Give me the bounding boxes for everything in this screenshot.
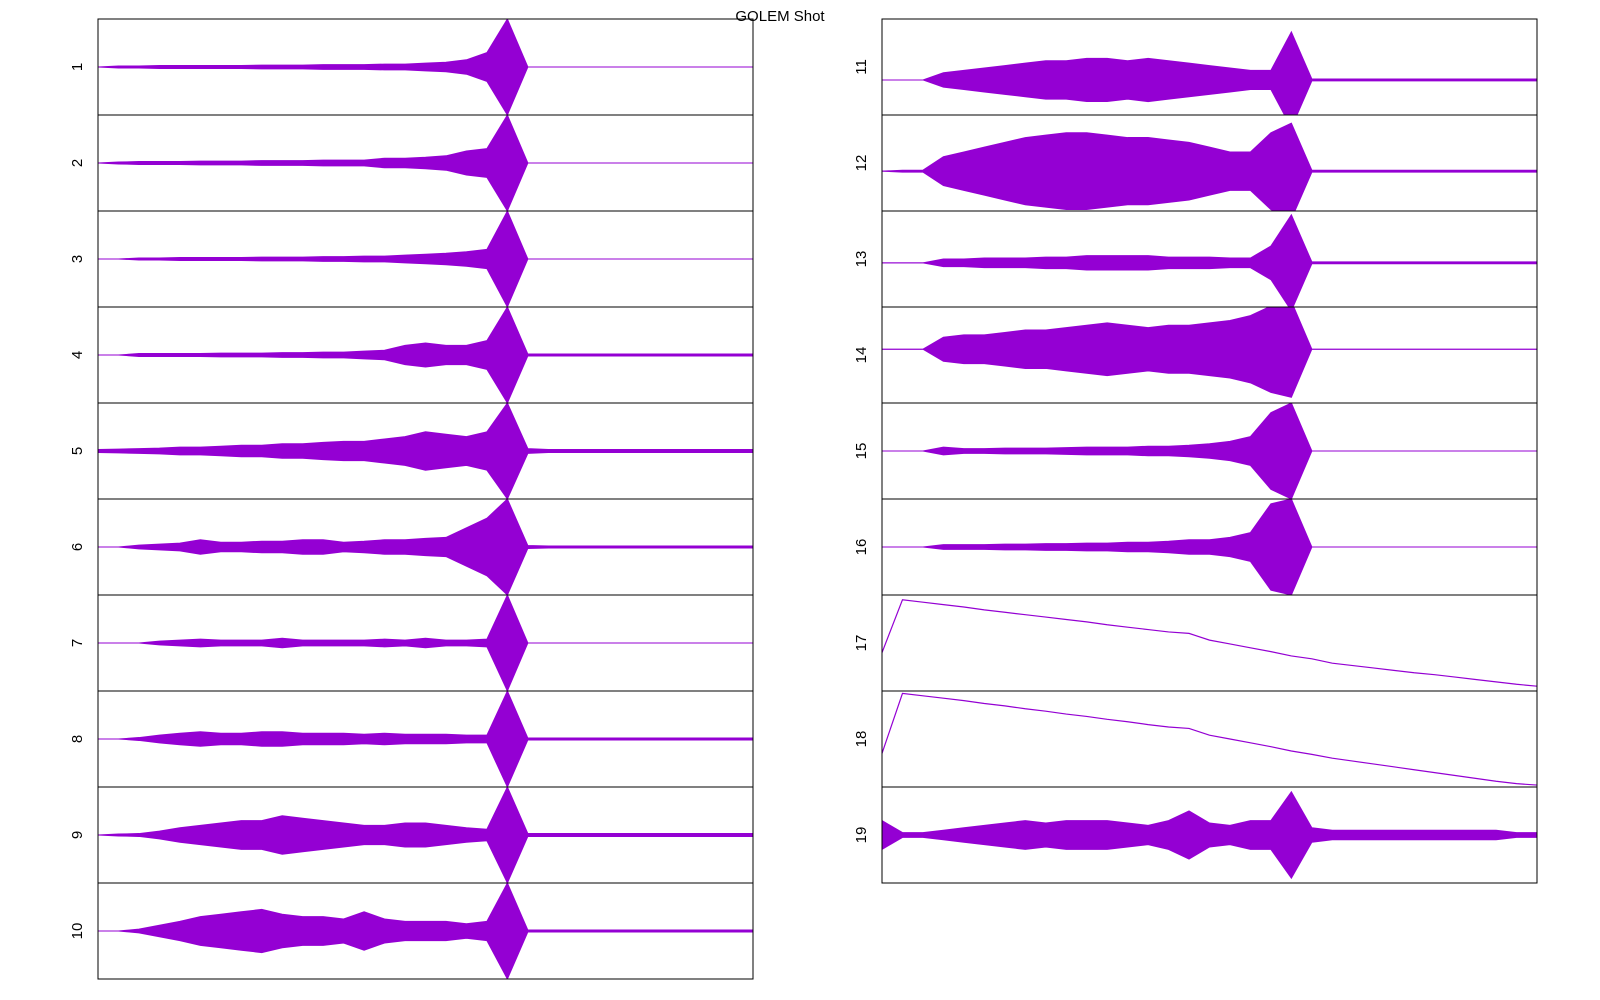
panel-plot	[882, 790, 1537, 880]
panel-plot	[98, 307, 753, 403]
panel-label: 14	[853, 347, 870, 364]
panel-plot	[882, 307, 1537, 398]
signal-envelope	[882, 403, 1537, 499]
panel-label: 2	[69, 159, 86, 167]
panel-label: 16	[853, 539, 870, 556]
panel-plot	[882, 692, 1537, 786]
signal-envelope	[98, 787, 753, 883]
signal-line	[882, 692, 1537, 786]
panel-plot	[882, 599, 1537, 687]
panel-frame	[97, 882, 754, 980]
panel-label: 9	[69, 831, 86, 839]
panel-plot	[98, 787, 753, 883]
signal-envelope	[98, 883, 753, 979]
panel-plot	[98, 403, 753, 499]
panel-plot	[882, 30, 1537, 115]
signal-envelope	[882, 790, 1537, 880]
panel-label: 5	[69, 447, 86, 455]
panel-label: 18	[853, 731, 870, 748]
panel-frame	[881, 786, 1538, 884]
panel-label: 3	[69, 255, 86, 263]
signal-envelope	[882, 499, 1537, 595]
signal-line	[882, 599, 1537, 687]
panel-label: 6	[69, 543, 86, 551]
panel-label: 15	[853, 443, 870, 460]
panel-label: 13	[853, 251, 870, 268]
panel-plot	[98, 115, 753, 211]
signal-envelope	[882, 30, 1537, 115]
signal-envelope	[98, 403, 753, 499]
panel-plot	[882, 403, 1537, 499]
panel-label: 17	[853, 635, 870, 652]
signal-envelope	[98, 595, 753, 691]
panel-plot	[98, 691, 753, 787]
panel-plot	[882, 213, 1537, 307]
panel-label: 10	[69, 923, 86, 940]
panel-label: 11	[853, 59, 870, 75]
panel-label: 12	[853, 155, 870, 172]
panel-plot	[98, 499, 753, 595]
signal-envelope	[98, 307, 753, 403]
signal-envelope	[98, 499, 753, 595]
panel-plot	[98, 883, 753, 979]
panel-label: 4	[69, 351, 86, 359]
signal-envelope	[882, 213, 1537, 307]
panel-plot	[882, 122, 1537, 211]
panel-plot	[98, 595, 753, 691]
panel-label: 1	[69, 63, 86, 71]
panel-label: 7	[69, 639, 86, 647]
signal-envelope	[882, 122, 1537, 211]
signal-envelope	[98, 19, 753, 115]
panel-plot	[882, 499, 1537, 595]
panel-label: 8	[69, 735, 86, 743]
panel-plot	[98, 211, 753, 307]
panel-label: 19	[853, 827, 870, 844]
figure-title: GOLEM Shot	[735, 8, 825, 25]
signal-envelope	[98, 211, 753, 307]
signal-envelope	[882, 307, 1537, 398]
signal-envelope	[98, 691, 753, 787]
panel-plot	[98, 19, 753, 115]
signal-envelope	[98, 115, 753, 211]
